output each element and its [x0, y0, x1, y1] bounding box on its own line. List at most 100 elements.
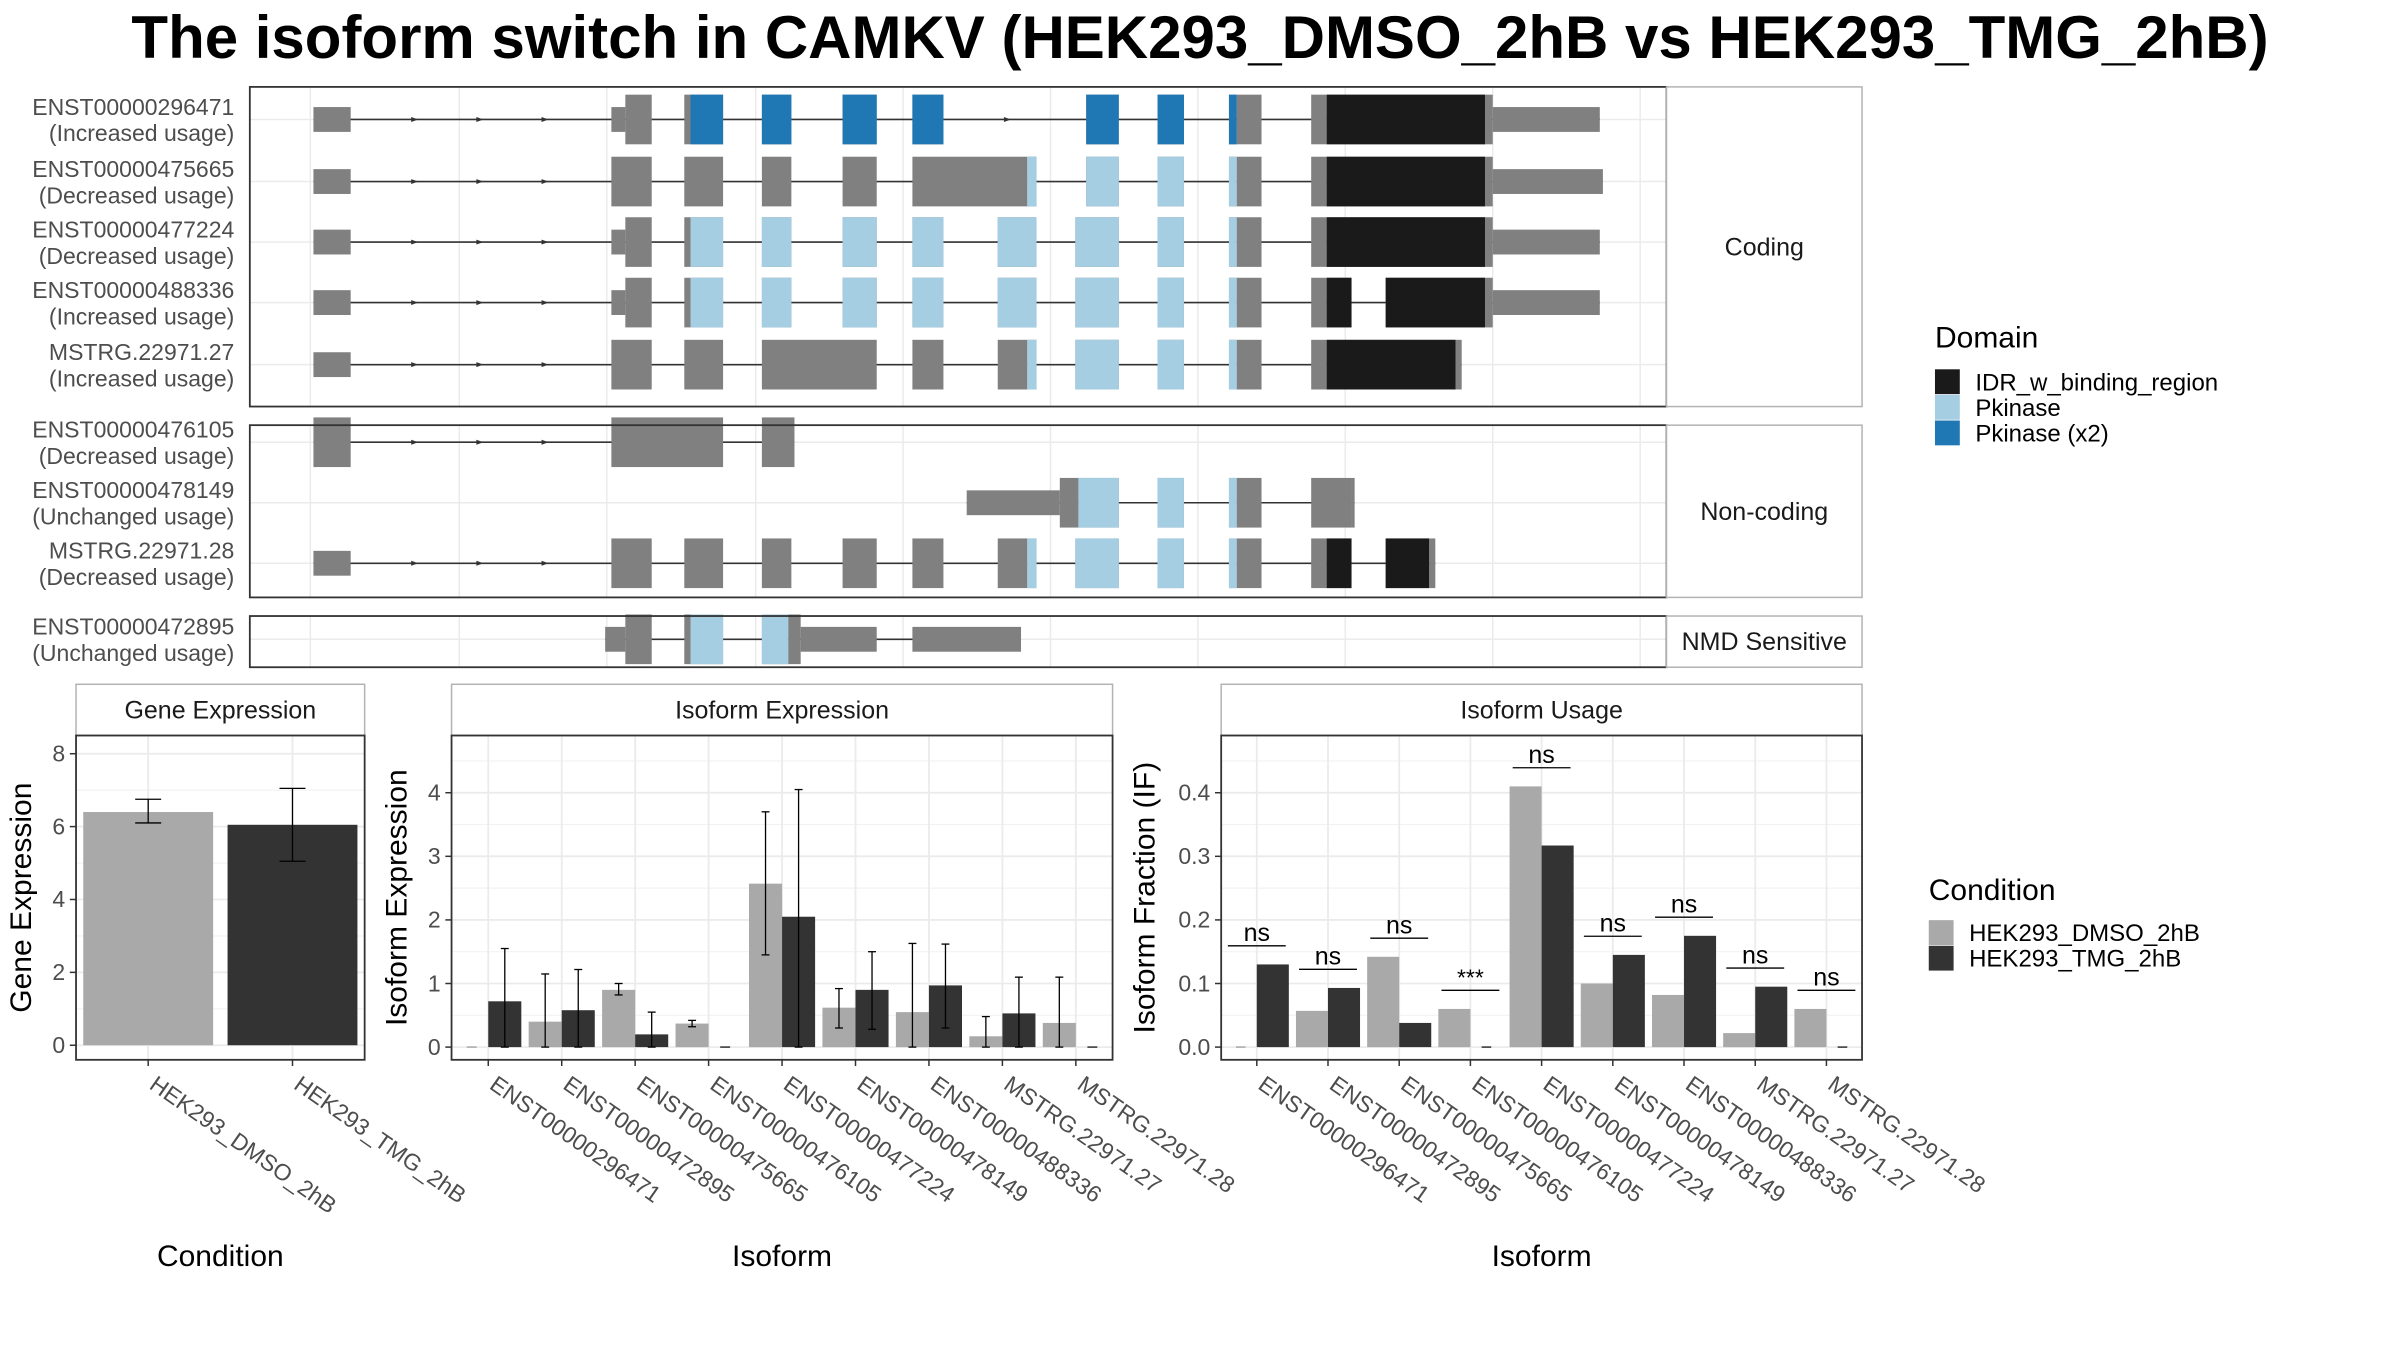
panel-border: [450, 734, 1114, 1061]
domain-pkinase: [1228, 339, 1237, 390]
significance-label: ***: [1457, 965, 1484, 991]
x-axis-title: Isoform: [732, 1240, 832, 1273]
legend-key: [1928, 945, 1954, 971]
y-tick-label: 0.0: [1178, 1034, 1210, 1060]
exon: [1311, 277, 1327, 328]
exon: [313, 107, 351, 132]
domain-pkinase: [1157, 538, 1184, 589]
legend-key: [1934, 394, 1960, 420]
transcript-ENST00000477224: ENST00000477224(Decreased usage): [32, 216, 1600, 269]
x-axis-title: Condition: [157, 1240, 284, 1273]
isoform-usage-panel: Isoform Usage ns ns ns *** ns ns ns ns ns 0.0 0.1 0.…: [1128, 683, 1990, 1273]
y-tick-label: 2: [428, 907, 441, 933]
transcript-ENST00000478149: ENST00000478149(Unchanged usage): [32, 477, 1355, 529]
exon: [313, 169, 351, 194]
bar: [1612, 954, 1645, 1048]
exon: [684, 217, 691, 267]
transcript-id-label: ENST00000472895: [32, 614, 234, 640]
domain-pkinase-x2-: [1157, 94, 1184, 145]
domain-idr-w-binding-region: [1326, 538, 1352, 589]
exon: [313, 290, 351, 315]
exon: [1311, 156, 1327, 207]
domain-pkinase-x2-: [1086, 94, 1119, 145]
domain-pkinase: [1075, 277, 1119, 328]
exon: [625, 94, 652, 145]
exon: [761, 339, 877, 390]
exon: [1492, 290, 1600, 315]
domain-pkinase: [1075, 339, 1119, 390]
exon: [912, 339, 944, 390]
domain-pkinase: [1157, 339, 1184, 390]
legends: Domain IDR_w_binding_regionPkinasePkinase…: [1928, 322, 2218, 973]
exon: [912, 626, 1022, 652]
bar: [1794, 1008, 1827, 1048]
bar: [1541, 845, 1574, 1048]
exon: [684, 156, 724, 207]
panel-title: Isoform Usage: [1460, 696, 1623, 724]
domain-pkinase: [1086, 156, 1119, 207]
y-tick-label: 0: [428, 1034, 441, 1060]
transcript-id-label: ENST00000475665: [32, 156, 234, 182]
intron-arrow: [541, 116, 549, 122]
exon: [313, 550, 351, 576]
exon: [1236, 538, 1262, 589]
significance-label: ns: [1600, 910, 1626, 938]
significance-label: ns: [1813, 964, 1839, 992]
domain-idr-w-binding-region: [1326, 156, 1485, 207]
exon: [1492, 229, 1600, 255]
panel-border: [75, 734, 366, 1061]
transcript-ENST00000296471: ENST00000296471(Increased usage): [32, 94, 1600, 146]
domain-idr-w-binding-region: [1385, 277, 1485, 328]
bar: [1295, 1010, 1328, 1048]
exon: [1484, 217, 1493, 267]
exon: [684, 339, 724, 390]
transcript-id-label: ENST00000488336: [32, 277, 234, 303]
exon: [611, 156, 652, 207]
domain-pkinase: [1157, 477, 1184, 528]
isoform-expression-panel: Isoform Expression01234ENST00000296471EN…: [381, 683, 1240, 1273]
significance-label: ns: [1528, 741, 1554, 769]
domain-pkinase: [912, 277, 944, 328]
intron-arrow: [411, 239, 419, 245]
exon: [1236, 217, 1262, 267]
exon: [684, 614, 691, 665]
transcript-usage-label: (Increased usage): [49, 365, 234, 391]
intron-arrow: [411, 300, 419, 306]
exon: [1311, 477, 1352, 528]
exon: [611, 107, 626, 132]
panel-border: [1220, 734, 1863, 1061]
intron-arrow: [541, 300, 549, 306]
domain-pkinase: [842, 277, 877, 328]
structure-panel-bg: [249, 425, 1667, 598]
transcript-usage-label: (Decreased usage): [39, 243, 235, 269]
domain-idr-w-binding-region: [1326, 217, 1485, 267]
bar: [1755, 986, 1788, 1048]
intron-arrow: [476, 239, 484, 245]
exon: [1236, 156, 1262, 207]
y-axis-title: Isoform Expression: [381, 769, 414, 1026]
bar: [1399, 1022, 1432, 1048]
transcript-structure-panel: ENST00000296471(Increased usage) ENST0000…: [32, 85, 1863, 669]
bar: [675, 1023, 709, 1048]
exon: [684, 538, 724, 589]
transcript-MSTRG.22971.27: MSTRG.22971.27(Increased usage): [49, 339, 1462, 391]
domain-pkinase: [1157, 277, 1184, 328]
intron-arrow: [411, 560, 419, 566]
domain-pkinase: [1228, 217, 1237, 267]
exon: [1311, 94, 1327, 145]
intron-arrow: [411, 116, 419, 122]
exon: [1311, 339, 1327, 390]
exon: [1484, 156, 1493, 207]
bar: [1256, 964, 1289, 1048]
exon: [1484, 94, 1493, 145]
panel-strip: [1220, 683, 1863, 737]
intron-arrow: [411, 179, 419, 185]
intron-arrow: [1003, 116, 1011, 122]
structure-group-1: ENST00000476105(Decreased usage)ENST0000…: [32, 417, 1863, 599]
intron-arrow: [541, 239, 549, 245]
domain-pkinase: [1228, 277, 1237, 328]
domain-pkinase-x2-: [1228, 94, 1237, 145]
legend-label: Pkinase (x2): [1975, 420, 2108, 447]
exon: [788, 614, 801, 665]
exon: [1311, 217, 1327, 267]
